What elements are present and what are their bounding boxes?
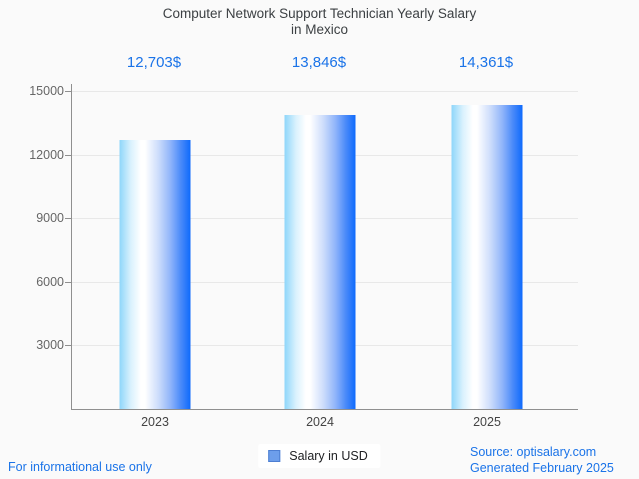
footer-generated-date: Generated February 2025	[470, 460, 614, 475]
bar-2025[interactable]	[451, 104, 523, 409]
legend-label: Salary in USD	[289, 449, 368, 463]
y-tick-label-6000: 6000	[36, 274, 64, 289]
bar-2024[interactable]	[284, 115, 356, 409]
x-tick-label-2024: 2024	[306, 415, 334, 429]
bar-value-label-2025: 14,361$	[458, 54, 514, 71]
footer-source-link[interactable]: Source: optisalary.com	[470, 445, 597, 459]
x-tick-label-2025: 2025	[473, 415, 501, 429]
legend[interactable]: Salary in USD	[258, 444, 380, 468]
legend-swatch-icon	[268, 450, 281, 462]
y-axis-tick	[65, 154, 72, 156]
chart-title: Computer Network Support Technician Year…	[0, 6, 639, 37]
footer-disclaimer: For informational use only	[8, 460, 152, 474]
bar-value-label-2024: 13,846$	[291, 54, 347, 71]
y-tick-label-9000: 9000	[36, 211, 64, 226]
bar-2023[interactable]	[119, 139, 191, 409]
bar-value-label-2023: 12,703$	[126, 54, 182, 71]
footer-source-block: Source: optisalary.com Generated Februar…	[470, 445, 614, 476]
chart-title-line2: in Mexico	[290, 21, 349, 37]
x-tick-label-2023: 2023	[141, 415, 169, 429]
y-axis-tick	[65, 91, 72, 92]
y-axis-tick	[65, 281, 72, 283]
plot-area: 3000 6000 9000 12000 15000 2023 2024 2025	[29, 84, 578, 429]
y-tick-label-3000: 3000	[36, 338, 64, 353]
bar-value-labels: 12,703$ 13,846$ 14,361$	[0, 54, 639, 74]
y-axis-tick	[65, 218, 72, 220]
y-tick-label-15000: 15000	[29, 84, 64, 98]
chart-title-line1: Computer Network Support Technician Year…	[162, 6, 477, 21]
gridline-15000	[72, 91, 578, 92]
y-tick-label-12000: 12000	[29, 147, 64, 162]
y-axis-tick	[65, 345, 72, 347]
